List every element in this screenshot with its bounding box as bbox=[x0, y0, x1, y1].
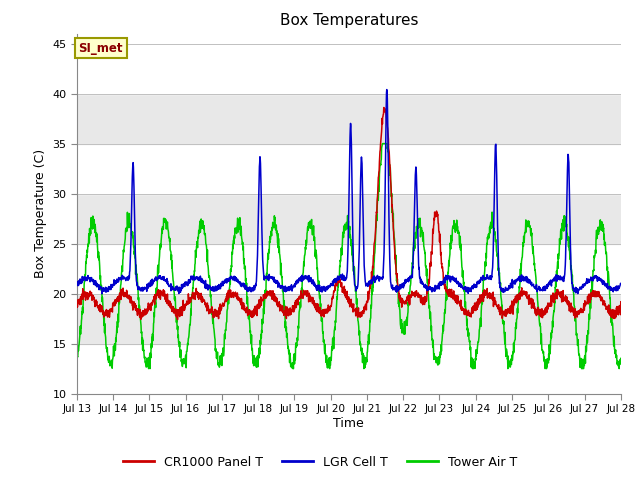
Bar bbox=[77, 144, 621, 193]
Bar bbox=[77, 344, 621, 394]
Bar bbox=[77, 294, 621, 344]
X-axis label: Time: Time bbox=[333, 417, 364, 430]
Bar bbox=[77, 243, 621, 294]
Bar bbox=[77, 94, 621, 144]
Bar bbox=[77, 44, 621, 94]
Bar bbox=[77, 193, 621, 243]
Text: SI_met: SI_met bbox=[79, 42, 123, 55]
Legend: CR1000 Panel T, LGR Cell T, Tower Air T: CR1000 Panel T, LGR Cell T, Tower Air T bbox=[118, 451, 522, 474]
Y-axis label: Box Temperature (C): Box Temperature (C) bbox=[34, 149, 47, 278]
Title: Box Temperatures: Box Temperatures bbox=[280, 13, 418, 28]
